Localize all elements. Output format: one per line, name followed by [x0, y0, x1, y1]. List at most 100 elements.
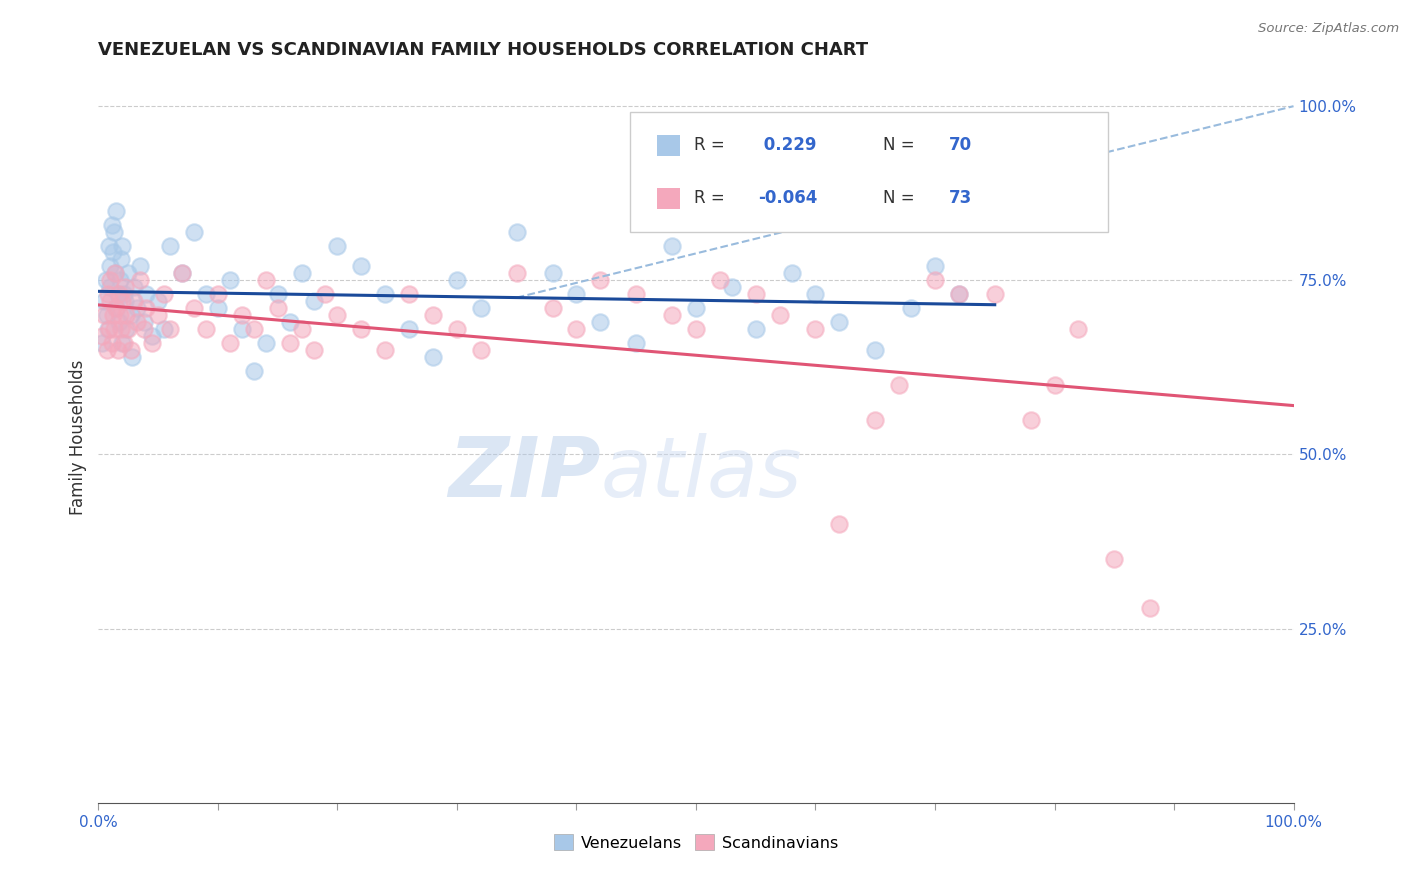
Point	[125, 301, 148, 316]
Point	[254, 336, 277, 351]
Point	[865, 343, 887, 357]
Point	[374, 343, 396, 357]
Point	[948, 287, 970, 301]
Point	[1104, 552, 1126, 566]
Text: Source: ZipAtlas.com: Source: ZipAtlas.com	[1258, 22, 1399, 36]
Point	[111, 238, 134, 252]
Y-axis label: Family Households: Family Households	[69, 359, 87, 515]
Text: 70: 70	[949, 136, 972, 154]
Point	[112, 287, 135, 301]
Point	[93, 308, 115, 322]
Point	[153, 322, 176, 336]
Point	[506, 266, 529, 280]
Point	[254, 273, 277, 287]
Point	[120, 343, 142, 357]
Point	[780, 266, 803, 280]
Point	[195, 287, 218, 301]
Point	[589, 315, 612, 329]
Point	[153, 287, 176, 301]
Point	[900, 301, 922, 316]
Point	[183, 225, 205, 239]
Point	[97, 287, 120, 301]
Point	[148, 294, 170, 309]
Point	[141, 329, 163, 343]
Point	[98, 322, 121, 336]
Point	[129, 260, 152, 274]
Point	[506, 225, 529, 239]
Point	[661, 238, 683, 252]
Point	[565, 322, 588, 336]
Point	[745, 287, 768, 301]
Point	[422, 308, 444, 322]
Point	[135, 301, 157, 316]
Point	[828, 315, 851, 329]
Point	[103, 322, 125, 336]
Point	[107, 343, 129, 357]
Point	[541, 266, 564, 280]
Point	[125, 315, 148, 329]
Text: -0.064: -0.064	[758, 189, 817, 208]
Point	[709, 273, 731, 287]
Point	[219, 336, 242, 351]
Point	[172, 266, 194, 280]
Point	[745, 322, 768, 336]
Point	[207, 301, 229, 316]
Point	[117, 266, 139, 280]
Point	[219, 273, 242, 287]
Point	[889, 377, 911, 392]
Point	[278, 336, 301, 351]
Point	[104, 266, 127, 280]
Point	[121, 350, 143, 364]
Text: VENEZUELAN VS SCANDINAVIAN FAMILY HOUSEHOLDS CORRELATION CHART: VENEZUELAN VS SCANDINAVIAN FAMILY HOUSEH…	[98, 41, 869, 59]
Point	[589, 273, 612, 287]
Point	[865, 412, 887, 426]
Point	[115, 322, 138, 336]
Point	[350, 322, 373, 336]
Point	[948, 287, 970, 301]
Point	[243, 322, 266, 336]
Point	[422, 350, 444, 364]
Point	[110, 322, 132, 336]
Point	[1043, 377, 1066, 392]
Point	[105, 203, 128, 218]
Point	[132, 322, 155, 336]
Point	[924, 260, 946, 274]
Point	[107, 287, 129, 301]
Point	[98, 260, 122, 274]
Point	[159, 238, 181, 252]
Point	[114, 294, 136, 309]
Point	[1019, 412, 1042, 426]
Point	[96, 343, 118, 357]
FancyBboxPatch shape	[657, 136, 681, 156]
Point	[114, 280, 136, 294]
Point	[101, 245, 124, 260]
Point	[243, 364, 266, 378]
Point	[107, 315, 129, 329]
Point	[267, 301, 290, 316]
Point	[97, 322, 120, 336]
Point	[626, 287, 648, 301]
Point	[924, 273, 946, 287]
Point	[804, 287, 827, 301]
Point	[326, 308, 349, 322]
Point	[135, 287, 157, 301]
FancyBboxPatch shape	[630, 112, 1108, 232]
Text: atlas: atlas	[600, 434, 801, 514]
Point	[302, 294, 325, 309]
Point	[1067, 322, 1090, 336]
Point	[101, 308, 124, 322]
Point	[374, 287, 396, 301]
Text: R =: R =	[695, 136, 725, 154]
Point	[98, 280, 122, 294]
Point	[1139, 600, 1161, 615]
Point	[828, 517, 851, 532]
Legend: Venezuelans, Scandinavians: Venezuelans, Scandinavians	[547, 828, 845, 857]
Point	[117, 322, 139, 336]
Point	[326, 238, 349, 252]
Point	[103, 225, 125, 239]
Point	[104, 266, 127, 280]
Point	[685, 322, 707, 336]
Point	[141, 336, 163, 351]
Point	[105, 301, 128, 316]
Point	[769, 308, 792, 322]
